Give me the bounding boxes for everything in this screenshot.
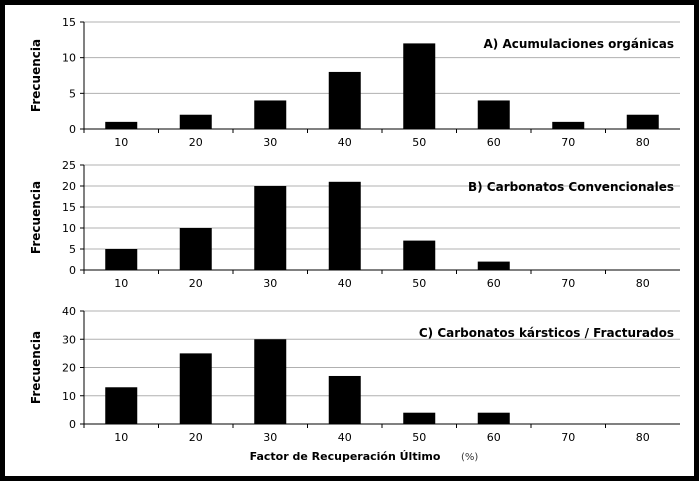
chart-2-y-tick-label: 15: [62, 201, 76, 214]
chart-1-bar-20: [179, 114, 212, 129]
chart-3-bar-20: [179, 353, 212, 424]
chart-2-y-tick-label: 25: [62, 159, 76, 172]
chart-2-bar-50: [403, 240, 436, 270]
chart-1-x-tick-label: 20: [189, 136, 203, 149]
chart-2-x-tick-label: 20: [189, 277, 203, 290]
chart-2-x-tick-label: 60: [487, 277, 501, 290]
chart-3-y-tick-label: 10: [62, 390, 76, 403]
chart-1-x-tick-label: 10: [114, 136, 128, 149]
chart-3-y-tick-label: 30: [62, 333, 76, 346]
chart-2-y-tick-label: 0: [69, 264, 76, 277]
chart-3-x-tick-label: 10: [114, 431, 128, 444]
chart-3-x-tick-label: 40: [338, 431, 352, 444]
chart-1-bar-70: [552, 121, 585, 129]
chart-2-bar-40: [328, 181, 361, 270]
chart-1-bar-10: [105, 121, 138, 129]
chart-3-title: C) Carbonatos kársticos / Fracturados: [419, 326, 674, 340]
chart-2-y-axis-label: Frecuencia: [29, 181, 43, 254]
chart-3-x-tick-label: 50: [412, 431, 426, 444]
chart-1-x-tick-label: 60: [487, 136, 501, 149]
chart-2-x-tick-label: 10: [114, 277, 128, 290]
x-axis-unit: (%): [461, 452, 478, 463]
chart-1-y-tick-label: 10: [62, 52, 76, 65]
chart-2-x-tick-label: 40: [338, 277, 352, 290]
chart-2-title: B) Carbonatos Convencionales: [468, 180, 674, 194]
chart-3-bar-60: [477, 412, 510, 424]
chart-1-bar-50: [403, 43, 436, 129]
chart-1-bar-60: [477, 100, 510, 129]
chart-2-bar-10: [105, 249, 138, 270]
chart-2-x-tick-label: 50: [412, 277, 426, 290]
chart-1-y-tick-label: 0: [69, 123, 76, 136]
chart-3-y-tick-label: 40: [62, 305, 76, 318]
chart-2-y-tick-label: 20: [62, 180, 76, 193]
chart-1-y-tick-label: 5: [69, 87, 76, 100]
chart-2-y-tick-label: 10: [62, 222, 76, 235]
chart-2-x-tick-label: 70: [561, 277, 575, 290]
chart-2-bar-30: [254, 186, 287, 270]
chart-3-bar-10: [105, 387, 138, 424]
chart-3-y-tick-label: 20: [62, 362, 76, 375]
chart-1-x-tick-label: 70: [561, 136, 575, 149]
chart-2-x-tick-label: 30: [263, 277, 277, 290]
chart-1-y-tick-label: 15: [62, 16, 76, 29]
chart-3-y-tick-label: 0: [69, 418, 76, 431]
chart-1-x-tick-label: 50: [412, 136, 426, 149]
chart-1-x-tick-label: 30: [263, 136, 277, 149]
chart-2-x-tick-label: 80: [636, 277, 650, 290]
chart-1-y-axis-label: Frecuencia: [29, 39, 43, 112]
chart-1-x-tick-label: 40: [338, 136, 352, 149]
chart-2-y-tick-label: 5: [69, 243, 76, 256]
x-axis-title: Factor de Recuperación Último: [250, 450, 441, 463]
chart-3-x-tick-label: 30: [263, 431, 277, 444]
chart-1-bar-40: [328, 71, 361, 129]
chart-1-bar-30: [254, 100, 287, 129]
chart-2-bar-60: [477, 261, 510, 270]
chart-3-y-axis-label: Frecuencia: [29, 331, 43, 404]
chart-1-x-tick-label: 80: [636, 136, 650, 149]
chart-3-bar-30: [254, 339, 287, 424]
chart-3-x-tick-label: 60: [487, 431, 501, 444]
chart-3-x-tick-label: 20: [189, 431, 203, 444]
chart-3-bar-40: [328, 375, 361, 424]
chart-3-bar-50: [403, 412, 436, 424]
chart-2-bar-20: [179, 228, 212, 270]
chart-3-x-tick-label: 70: [561, 431, 575, 444]
chart-1-title: A) Acumulaciones orgánicas: [484, 37, 674, 51]
chart-3-x-tick-label: 80: [636, 431, 650, 444]
chart-1-bar-80: [626, 114, 659, 129]
